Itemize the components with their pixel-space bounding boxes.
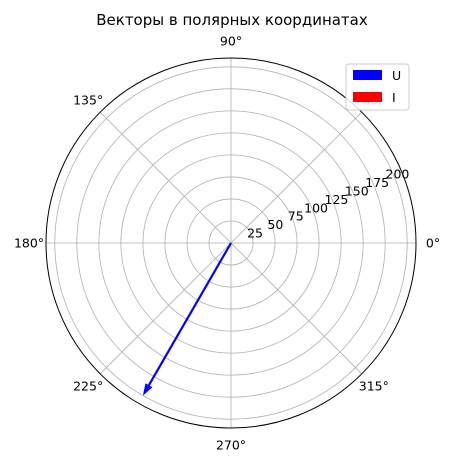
theta-tick-label-5: 225° [73,378,103,393]
legend: U I [345,63,410,111]
theta-gridline-3 [99,111,232,244]
theta-tick-label-2: 90° [220,34,242,49]
legend-swatch-i [353,92,382,102]
theta-gridline-5 [99,242,232,375]
theta-tick-label-0: 0° [426,236,440,251]
theta-tick-label-6: 270° [216,438,246,453]
r-tick-label-3: 100 [304,200,328,215]
polar-grid [46,58,416,428]
vectors [142,242,232,396]
theta-gridline-1 [230,111,363,244]
theta-gridline-7 [230,242,363,375]
polar-frame [45,57,417,429]
r-tick-label-4: 125 [325,192,349,207]
r-tick-label-7: 200 [386,167,410,182]
legend-swatch-u [353,70,382,80]
vector-shaft-U [147,242,232,386]
theta-tick-label-4: 180° [14,236,44,251]
r-tick-label-5: 150 [345,183,369,198]
chart-title: Векторы в полярных координатах [96,11,368,29]
r-tick-label-6: 175 [365,175,389,190]
r-tick-label-0: 25 [247,226,263,241]
vector-head-U [142,383,153,396]
legend-label-i: I [392,90,396,105]
legend-label-u: U [392,68,401,83]
r-tick-label-2: 75 [288,209,304,224]
r-tick-label-1: 50 [267,217,283,232]
theta-tick-label-3: 135° [73,93,103,108]
theta-tick-label-7: 315° [359,378,389,393]
